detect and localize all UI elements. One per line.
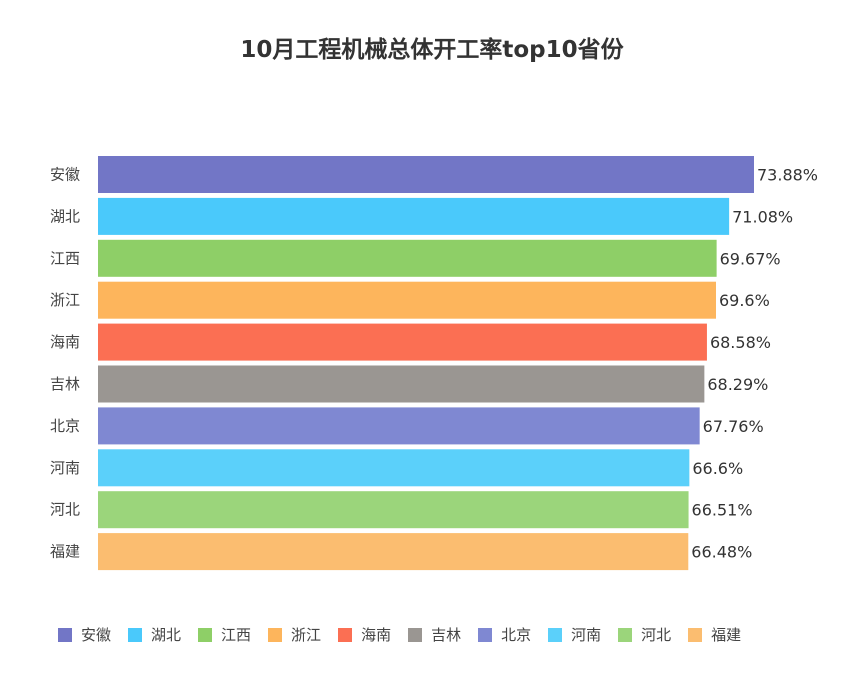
category-label: 江西 (50, 249, 80, 267)
category-label: 河北 (50, 501, 80, 519)
bar-海南 (98, 323, 707, 361)
legend-swatch (478, 627, 493, 642)
legend: 安徽 湖北 江西 浙江 海南 吉林 北京 河南 河北 福建 (58, 624, 758, 645)
legend-item[interactable]: 河南 (548, 624, 601, 645)
legend-item[interactable]: 北京 (478, 624, 531, 645)
legend-label: 北京 (501, 626, 532, 644)
legend-swatch (408, 627, 423, 642)
legend-label: 江西 (221, 626, 252, 644)
legend-swatch (198, 627, 213, 642)
legend-item[interactable]: 吉林 (408, 624, 461, 645)
legend-label: 安徽 (81, 626, 112, 644)
bar-安徽 (98, 156, 754, 193)
legend-swatch (618, 627, 633, 642)
category-label: 福建 (50, 543, 80, 561)
category-label: 海南 (50, 333, 80, 351)
bar-湖北 (98, 197, 730, 235)
legend-item[interactable]: 浙江 (268, 624, 321, 645)
bar-河南 (98, 449, 690, 487)
bar-吉林 (98, 365, 705, 403)
category-label: 北京 (50, 417, 80, 435)
category-label: 湖北 (50, 207, 80, 225)
value-label: 68.58% (710, 333, 771, 352)
category-label: 河南 (50, 459, 80, 477)
legend-item[interactable]: 江西 (198, 624, 251, 645)
category-label: 吉林 (50, 375, 80, 393)
bar-福建 (98, 533, 689, 571)
legend-label: 吉林 (431, 626, 462, 644)
value-label: 68.29% (707, 375, 768, 394)
bar-北京 (98, 407, 700, 445)
legend-item[interactable]: 海南 (338, 624, 391, 645)
legend-swatch (548, 627, 563, 642)
legend-swatch (338, 627, 353, 642)
value-label: 67.76% (703, 417, 764, 436)
bar-浙江 (98, 281, 716, 319)
value-label: 73.88% (757, 166, 818, 185)
legend-item[interactable]: 河北 (618, 624, 671, 645)
value-label: 69.6% (719, 291, 770, 310)
value-label: 66.6% (692, 459, 743, 478)
legend-swatch (688, 627, 703, 642)
category-label: 浙江 (50, 291, 80, 309)
legend-label: 河南 (571, 626, 602, 644)
legend-item[interactable]: 福建 (688, 624, 741, 645)
legend-swatch (128, 627, 143, 642)
chart-title: 10月工程机械总体开工率top10省份 (240, 37, 624, 63)
legend-label: 海南 (361, 626, 392, 644)
value-label: 66.48% (691, 543, 752, 562)
legend-swatch (268, 627, 283, 642)
category-label: 安徽 (50, 166, 80, 184)
bar-江西 (98, 239, 717, 277)
legend-item[interactable]: 安徽 (58, 624, 111, 645)
bar-plot: 安徽 73.88% 湖北 71.08% 江西 69.67% 浙江 69.6% 海南 68.58% 吉… (50, 156, 818, 571)
legend-label: 河北 (641, 626, 672, 644)
legend-swatch (58, 627, 72, 642)
bar-河北 (98, 491, 689, 529)
legend-label: 湖北 (151, 626, 182, 644)
legend-label: 福建 (711, 626, 742, 644)
legend-item[interactable]: 湖北 (128, 624, 181, 645)
value-label: 69.67% (720, 249, 781, 268)
value-label: 66.51% (692, 501, 753, 520)
legend-label: 浙江 (291, 626, 322, 644)
value-label: 71.08% (732, 207, 793, 226)
